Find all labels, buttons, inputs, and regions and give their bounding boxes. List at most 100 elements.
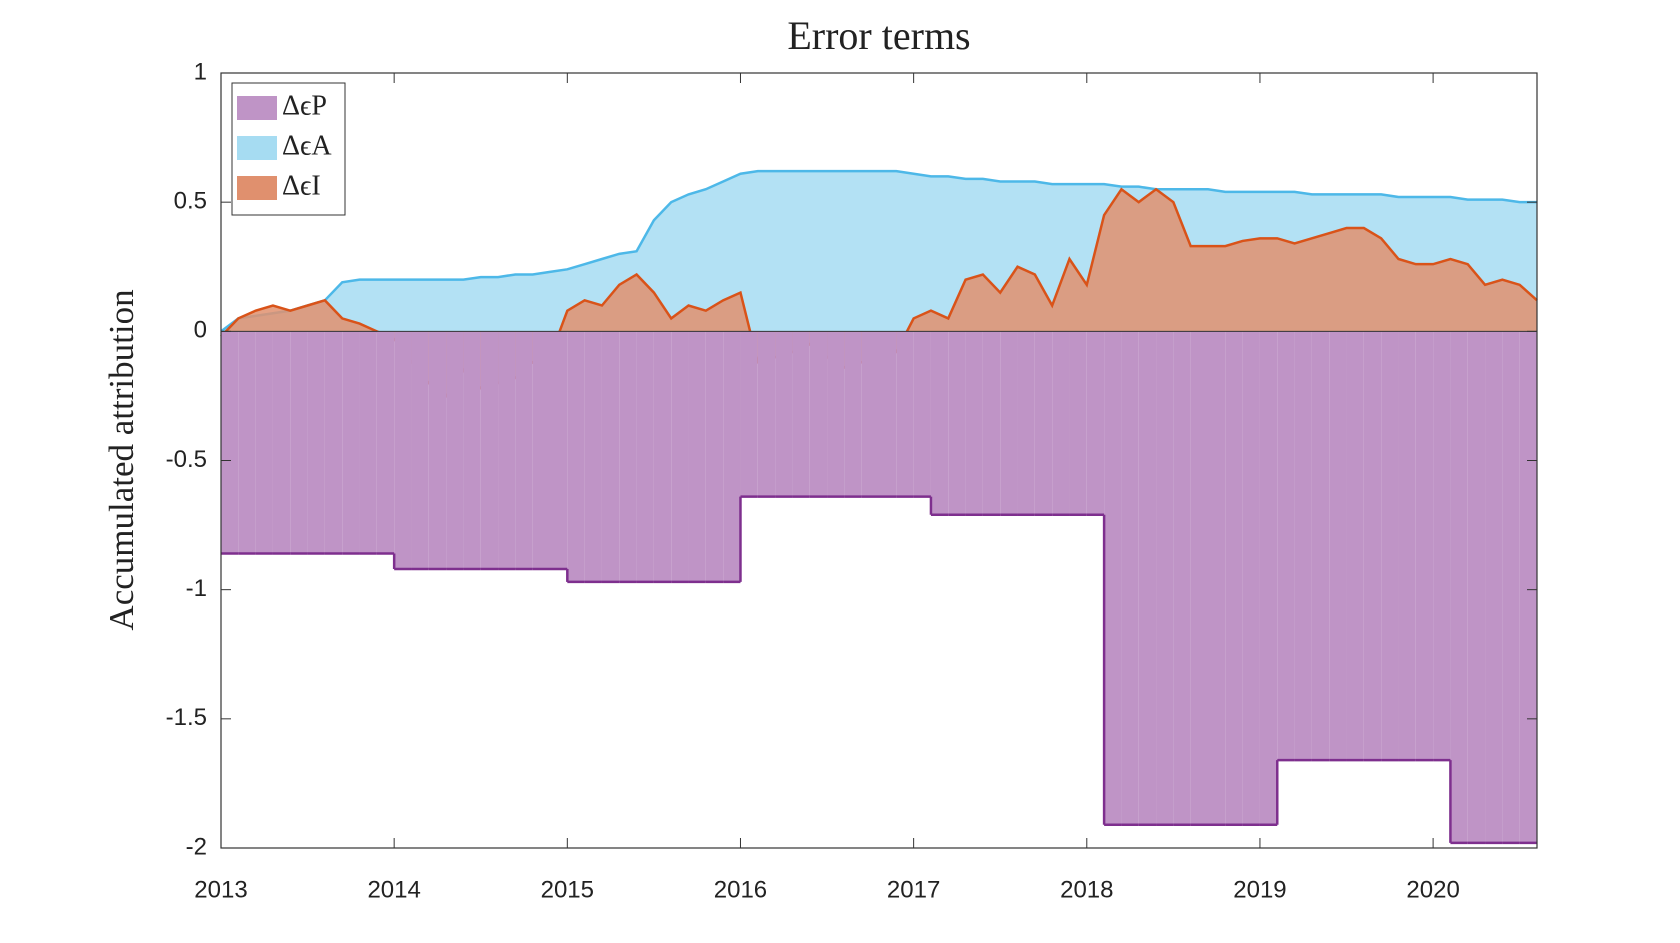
- step-area: [1052, 331, 1070, 515]
- step-area: [446, 331, 464, 569]
- step-area: [1138, 331, 1157, 825]
- x-tick-label: 2015: [541, 876, 594, 903]
- step-area: [1415, 331, 1434, 761]
- step-area: [896, 331, 914, 497]
- step-area: [705, 331, 724, 582]
- step-area: [480, 331, 499, 569]
- step-area: [1485, 331, 1503, 843]
- y-tick-label: 1: [194, 58, 207, 85]
- step-area: [827, 331, 845, 497]
- step-area: [1381, 331, 1399, 761]
- step-area: [255, 331, 273, 554]
- step-area: [1121, 331, 1139, 825]
- step-area: [1259, 331, 1278, 825]
- step-area: [775, 331, 793, 497]
- step-area: [930, 331, 949, 515]
- step-area: [550, 331, 568, 569]
- step-area: [1034, 331, 1053, 515]
- y-axis-label: Accumulated attribution: [102, 289, 141, 630]
- step-area: [861, 331, 879, 497]
- step-area: [1346, 331, 1364, 761]
- step-area: [1398, 331, 1416, 761]
- step-area: [1294, 331, 1312, 761]
- step-area: [653, 331, 672, 582]
- step-area: [567, 331, 585, 582]
- y-tick-label: -0.5: [166, 446, 207, 473]
- step-area: [394, 331, 412, 569]
- step-area: [498, 331, 516, 569]
- step-area: [1242, 331, 1260, 825]
- step-area: [221, 331, 239, 554]
- step-area: [948, 331, 966, 515]
- x-tick-label: 2016: [714, 876, 767, 903]
- step-area: [532, 331, 550, 569]
- step-area: [619, 331, 637, 582]
- x-tick-label: 2019: [1233, 876, 1286, 903]
- x-tick-label: 2017: [887, 876, 940, 903]
- y-tick-label: -1: [186, 575, 207, 602]
- step-area: [757, 331, 776, 497]
- step-area: [1190, 331, 1208, 825]
- chart-title: Error terms: [787, 13, 970, 58]
- step-area: [515, 331, 533, 569]
- step-area: [809, 331, 828, 497]
- step-area: [463, 331, 481, 569]
- step-area: [1173, 331, 1191, 825]
- step-area: [1225, 331, 1243, 825]
- step-area: [1363, 331, 1382, 761]
- step-area: [307, 331, 325, 554]
- step-area: [723, 331, 741, 582]
- step-area: [1208, 331, 1226, 825]
- step-area: [688, 331, 706, 582]
- step-area: [1433, 331, 1451, 761]
- step-area: [740, 331, 758, 497]
- step-area: [376, 331, 395, 554]
- area-line: [220, 169, 1537, 333]
- step-area: [1467, 331, 1486, 843]
- legend-label: ΔϵA: [282, 130, 332, 161]
- x-tick-label: 2018: [1060, 876, 1113, 903]
- x-tick-label: 2013: [194, 876, 247, 903]
- step-area: [1086, 331, 1105, 515]
- step-area: [965, 331, 983, 515]
- step-area: [1069, 331, 1087, 515]
- legend-label: ΔϵP: [282, 90, 327, 121]
- step-area: [671, 331, 689, 582]
- legend-swatch: [237, 136, 277, 160]
- step-area: [636, 331, 654, 582]
- step-area: [290, 331, 308, 554]
- step-area: [584, 331, 602, 582]
- y-tick-label: 0.5: [174, 188, 207, 215]
- step-area: [342, 331, 360, 554]
- step-area: [982, 331, 1001, 515]
- x-tick-label: 2020: [1406, 876, 1459, 903]
- legend-swatch: [237, 96, 277, 120]
- step-area: [238, 331, 256, 554]
- legend-swatch: [237, 176, 277, 200]
- step-area: [1329, 331, 1347, 761]
- step-area: [428, 331, 447, 569]
- step-area: [1519, 331, 1537, 843]
- legend-label: ΔϵI: [282, 170, 321, 201]
- step-area: [272, 331, 291, 554]
- step-area: [792, 331, 810, 497]
- x-tick-label: 2014: [367, 876, 420, 903]
- step-area: [1502, 331, 1520, 843]
- step-area: [1156, 331, 1174, 825]
- step-area: [879, 331, 897, 497]
- y-tick-label: 0: [194, 317, 207, 344]
- step-area: [1277, 331, 1295, 761]
- step-area: [844, 331, 862, 497]
- y-tick-label: -1.5: [166, 704, 207, 731]
- step-area: [1104, 331, 1122, 825]
- step-area: [411, 331, 429, 569]
- step-area: [913, 331, 931, 497]
- step-area: [1311, 331, 1330, 761]
- step-area: [359, 331, 377, 554]
- step-area: [1000, 331, 1018, 515]
- step-area: [601, 331, 620, 582]
- step-area: [1017, 331, 1035, 515]
- step-area: [1450, 331, 1468, 843]
